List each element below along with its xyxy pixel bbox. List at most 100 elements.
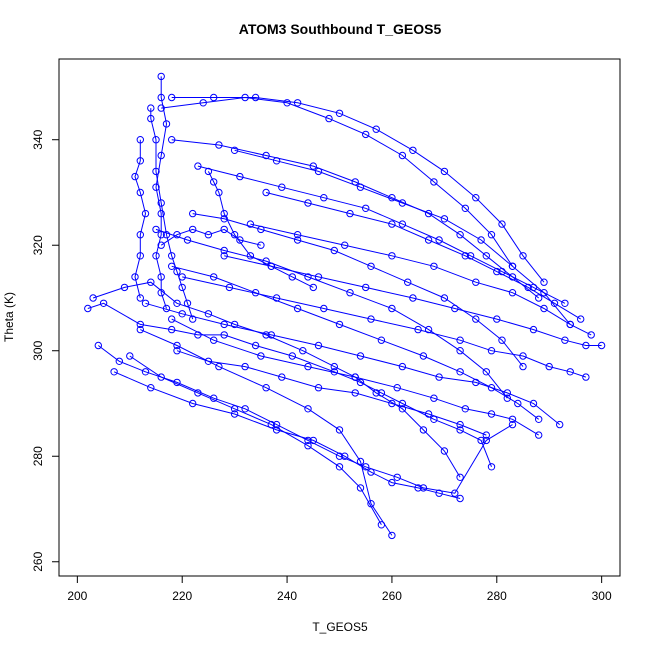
data-point [398,199,407,207]
data-point [136,231,145,239]
data-point [556,420,564,429]
data-point [115,357,124,365]
data-point [498,336,506,344]
data-point [304,436,312,445]
data-point [487,231,496,239]
data-point [351,389,359,397]
series-line [224,255,602,346]
data-point [414,325,422,334]
series-3 [110,368,464,503]
data-point [147,384,155,392]
data-point [388,220,396,228]
data-point [299,347,307,355]
data-point [451,489,459,497]
data-point [566,320,574,329]
data-point [508,415,517,423]
data-point [320,194,328,202]
data-point [293,99,302,107]
data-point [424,410,433,418]
data-point [173,299,181,307]
data-point [356,183,365,191]
data-point [152,183,160,191]
series-25 [173,347,490,439]
data-point [419,426,428,434]
data-point [367,500,375,508]
data-point [456,368,464,376]
data-point [461,405,469,413]
data-point [136,325,145,334]
series-line [155,76,168,309]
data-point [168,136,176,144]
data-point [162,231,171,239]
data-point [372,389,380,397]
series-line [134,139,147,299]
data-point [288,352,296,360]
data-point [210,178,218,186]
series-line [92,281,461,478]
series-line [250,223,592,336]
data-point [325,114,333,123]
x-tick-label: 280 [487,589,507,603]
data-point [540,278,548,286]
data-point [535,431,543,439]
data-point [304,405,312,413]
data-point [435,236,443,244]
data-point [388,531,396,540]
data-point [335,452,344,460]
series-9 [220,252,606,350]
series-17 [131,136,150,302]
series-23 [230,146,574,329]
series-13 [168,136,543,302]
series-2 [94,341,517,497]
data-point [341,241,349,249]
data-point [293,236,302,244]
data-point [204,167,213,176]
data-point [440,447,449,455]
series-line [197,165,566,304]
x-tick-label: 300 [592,589,612,603]
data-point [304,273,312,281]
data-point [508,262,517,270]
data-point [461,204,469,213]
data-point [136,136,145,144]
data-point [157,241,165,249]
data-point [493,315,501,323]
data-point [320,304,328,313]
data-point [577,315,585,323]
data-point [508,289,517,297]
data-point [414,484,422,492]
data-point [215,141,223,149]
data-point [424,325,433,334]
data-point [210,93,218,102]
x-tick-label: 260 [382,589,402,603]
data-point [456,473,464,481]
series-line [150,108,194,320]
data-point [309,283,317,292]
data-point [157,273,165,281]
data-point [178,283,186,292]
data-point [424,236,433,244]
series-20 [204,167,317,292]
data-point [456,494,464,503]
series-4 [126,352,386,529]
data-point [545,362,553,371]
data-point [372,125,380,133]
data-point [152,167,160,176]
data-point [241,362,249,371]
data-point [529,399,538,408]
data-point [173,267,181,276]
data-point [430,262,438,270]
data-point [136,320,145,329]
x-tick-label: 220 [172,589,192,603]
data-point [356,457,365,466]
series-22 [152,225,511,402]
series-line [145,302,561,425]
data-point [293,304,302,313]
data-point [194,389,202,397]
data-point [362,283,370,292]
data-point [189,209,197,218]
data-point [262,384,270,392]
data-point [335,320,344,329]
data-point [440,294,449,302]
x-tick-label: 200 [67,589,87,603]
